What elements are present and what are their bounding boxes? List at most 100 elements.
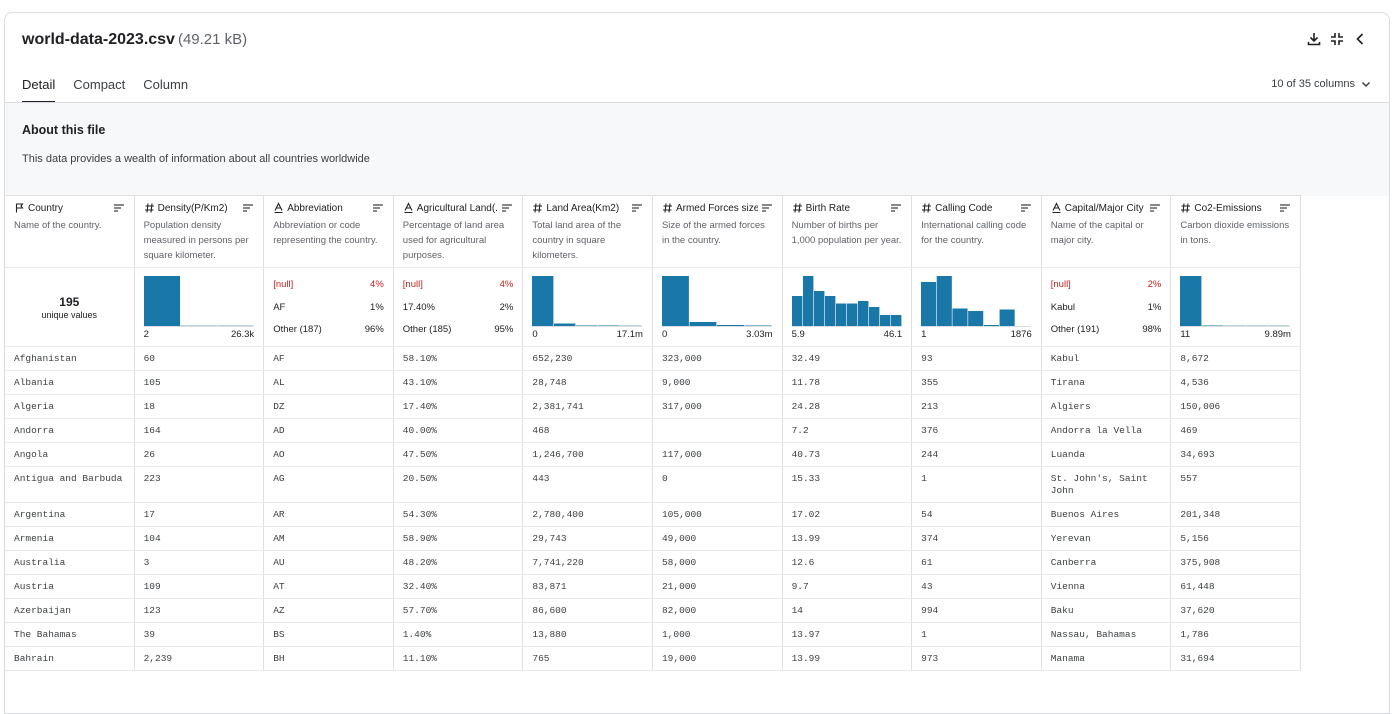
column-description: International calling code for the count…: [921, 218, 1032, 248]
histogram-bar: [858, 301, 868, 326]
data-cell: 26: [134, 443, 264, 467]
cell-text: 61: [912, 551, 1041, 574]
column-header: Density(P/Km2)Population density measure…: [134, 196, 264, 268]
histogram-bar: [144, 276, 180, 326]
data-cell: 58.90%: [393, 527, 523, 551]
data-cell: 5,156: [1171, 527, 1301, 551]
category-label: Kabul: [1051, 302, 1075, 313]
sort-icon[interactable]: [501, 203, 513, 213]
tab[interactable]: Column: [143, 77, 188, 101]
cell-text: 1,246,700: [523, 443, 652, 466]
data-cell: Kabul: [1041, 347, 1171, 371]
data-cell: 323,000: [652, 347, 782, 371]
about-text: This data provides a wealth of informati…: [22, 153, 370, 165]
icon-shape: [762, 205, 772, 211]
data-cell: 58.10%: [393, 347, 523, 371]
data-cell: 13,880: [523, 623, 653, 647]
data-cell: 28,748: [523, 371, 653, 395]
histogram-bar: [880, 315, 890, 326]
data-cell: Vienna: [1041, 575, 1171, 599]
histogram-min: 0: [532, 329, 537, 340]
histogram-min: 5.9: [792, 329, 805, 340]
category-share: 96%: [365, 324, 384, 335]
cell-text: 0: [653, 467, 782, 490]
histogram-bar: [937, 276, 952, 326]
data-cell: 32.49: [782, 347, 912, 371]
cell-text: 9,000: [653, 371, 782, 394]
category-row: Other (187)96%: [273, 324, 384, 335]
histogram: [532, 276, 642, 327]
column-selector[interactable]: 10 of 35 columns: [1271, 78, 1371, 90]
sort-icon[interactable]: [1279, 203, 1291, 213]
cell-text: Vienna: [1042, 575, 1171, 598]
category-row: Other (191)98%: [1051, 324, 1162, 335]
back-icon[interactable]: [1353, 32, 1367, 46]
data-cell: 57.70%: [393, 599, 523, 623]
data-cell: 9.7: [782, 575, 912, 599]
column-header-body: Calling Code International calling code f…: [912, 196, 1041, 267]
column-name-line: Abbreviation: [273, 202, 384, 214]
histogram-bar: [717, 325, 744, 326]
data-cell: Argentina: [5, 503, 134, 527]
icon-shape: [145, 204, 154, 213]
data-cell: [652, 419, 782, 443]
sort-icon[interactable]: [890, 203, 902, 213]
data-cell: 374: [912, 527, 1042, 551]
column-description: Name of the country.: [14, 218, 125, 233]
cell-text: 54: [912, 503, 1041, 526]
data-cell: Bahrain: [5, 647, 134, 671]
cell-text: 43: [912, 575, 1041, 598]
sort-icon[interactable]: [1149, 203, 1161, 213]
download-icon[interactable]: [1307, 32, 1321, 46]
data-cell: 117,000: [652, 443, 782, 467]
tab[interactable]: Compact: [73, 77, 125, 101]
histogram-max: 1876: [1011, 329, 1032, 340]
collapse-icon[interactable]: [1330, 32, 1344, 46]
column-header: Calling Code International calling code f…: [912, 196, 1042, 268]
column-description: Abbreviation or code representing the co…: [273, 218, 384, 248]
cell-text: Algiers: [1042, 395, 1171, 418]
cell-text: Azerbaijan: [5, 599, 134, 622]
data-cell: 652,230: [523, 347, 653, 371]
data-cell: 61: [912, 551, 1042, 575]
data-cell: 47.50%: [393, 443, 523, 467]
column-type-icon: [1180, 202, 1191, 214]
tabs: Detail Compact Column: [22, 77, 188, 103]
sort-icon[interactable]: [761, 203, 773, 213]
icon-shape: [1021, 205, 1031, 211]
cell-text: Armenia: [5, 527, 134, 550]
sort-icon[interactable]: [242, 203, 254, 213]
data-cell: Baku: [1041, 599, 1171, 623]
sort-icon[interactable]: [113, 203, 125, 213]
page: world-data-2023.csv(49.21 kB) Detail Com…: [0, 0, 1400, 670]
cell-text: 244: [912, 443, 1041, 466]
category-row: Other (185)95%: [403, 324, 514, 335]
data-cell: AT: [264, 575, 394, 599]
cell-text: 29,743: [523, 527, 652, 550]
sort-icon[interactable]: [631, 203, 643, 213]
tab[interactable]: Detail: [22, 77, 55, 103]
icon-shape: [17, 204, 23, 213]
cell-text: 375,908: [1171, 551, 1300, 574]
icon-shape: [533, 204, 542, 213]
column-type-icon: [662, 202, 673, 214]
sort-icon[interactable]: [1020, 203, 1032, 213]
sort-icon[interactable]: [372, 203, 384, 213]
column-name-line: Calling Code: [921, 202, 1032, 214]
chevron: [1361, 79, 1371, 89]
data-cell: Algeria: [5, 395, 134, 419]
data-cell: 82,000: [652, 599, 782, 623]
cell-text: 54.30%: [394, 503, 523, 526]
histogram-bar: [803, 276, 813, 326]
